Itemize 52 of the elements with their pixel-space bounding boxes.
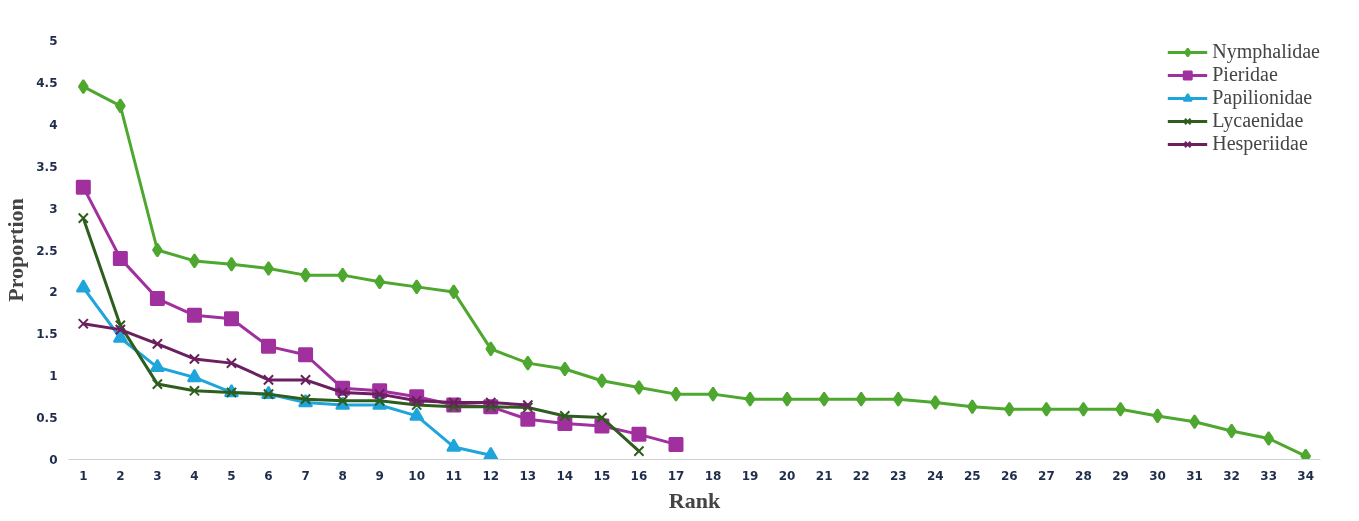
x-tick-label: 6: [264, 468, 273, 483]
x-tick-label: 1: [79, 468, 88, 483]
x-tick-label: 31: [1186, 468, 1203, 483]
x-tick-label: 9: [375, 468, 384, 483]
x-tick-label: 18: [704, 468, 722, 483]
legend-label: Papilionidae: [1212, 86, 1313, 109]
y-axis-title: Proportion: [3, 198, 29, 302]
legend-label: Hesperiidae: [1212, 132, 1308, 155]
y-tick-label: 1.5: [36, 327, 58, 342]
x-tick-label: 3: [153, 468, 162, 483]
x-tick-label: 8: [338, 468, 347, 483]
x-tick-label: 25: [963, 468, 981, 483]
x-tick-label: 19: [741, 468, 759, 483]
x-tick-label: 29: [1112, 468, 1129, 483]
x-tick-label: 33: [1260, 468, 1277, 483]
y-tick-label: 3: [49, 201, 58, 216]
legend-label: Pieridae: [1212, 63, 1278, 86]
x-tick-label: 30: [1149, 468, 1166, 483]
x-tick-label: 5: [227, 468, 236, 483]
x-tick-label: 32: [1223, 468, 1240, 483]
x-tick-label: 16: [630, 468, 648, 483]
y-tick-label: 4: [49, 117, 58, 132]
legend-label: Lycaenidae: [1212, 109, 1304, 132]
x-tick-label: 21: [815, 468, 833, 483]
x-tick-label: 22: [852, 468, 870, 483]
x-tick-label: 27: [1038, 468, 1055, 483]
x-tick-label: 15: [593, 468, 611, 483]
legend-label: Nymphalidae: [1212, 40, 1320, 63]
x-tick-label: 20: [778, 468, 796, 483]
x-tick-label: 28: [1075, 468, 1092, 483]
x-tick-label: 14: [556, 468, 574, 483]
x-tick-label: 17: [667, 468, 685, 483]
y-tick-label: 2: [49, 285, 58, 300]
x-tick-label: 11: [445, 468, 463, 483]
y-tick-label: 0: [49, 453, 58, 467]
x-tick-label: 4: [190, 468, 199, 483]
x-tick-label: 10: [408, 468, 426, 483]
x-tick-label: 34: [1297, 468, 1315, 483]
y-tick-label: 2.5: [36, 243, 58, 258]
x-axis-title: Rank: [668, 487, 721, 513]
x-tick-label: 13: [519, 468, 537, 483]
x-tick-label: 2: [116, 468, 125, 483]
x-tick-label: 26: [1001, 468, 1018, 483]
x-tick-label: 7: [301, 468, 310, 483]
y-tick-label: 5: [49, 34, 58, 48]
y-tick-label: 3.5: [36, 159, 58, 174]
y-tick-label: 4.5: [36, 75, 58, 90]
y-tick-label: 1: [49, 369, 58, 384]
y-tick-label: 0.5: [36, 411, 58, 426]
x-tick-label: 23: [889, 468, 907, 483]
x-tick-label: 24: [926, 468, 944, 483]
x-tick-label: 12: [482, 468, 500, 483]
